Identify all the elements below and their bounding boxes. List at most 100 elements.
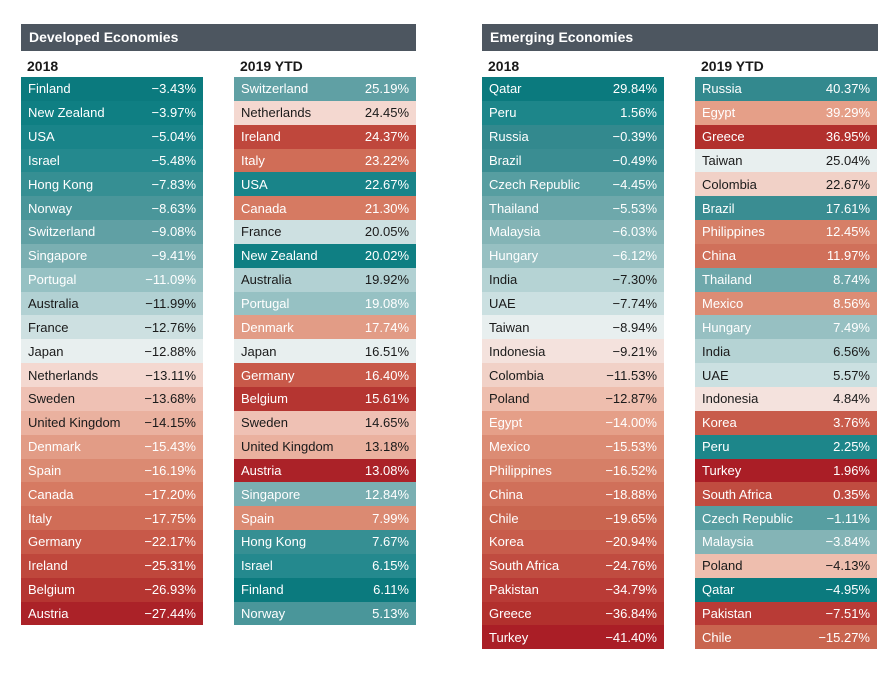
return-value: −0.49%: [612, 152, 657, 168]
table-row: Philippines 12.45%: [695, 220, 877, 244]
country-name: Turkey: [489, 629, 529, 645]
table-row: Israel −5.48%: [21, 148, 203, 173]
country-name: Sweden: [241, 415, 288, 431]
country-name: India: [489, 272, 518, 288]
country-name: Finland: [241, 582, 284, 598]
table-row: Pakistan −7.51%: [695, 601, 877, 626]
table-row: Indonesia 4.84%: [695, 386, 877, 411]
country-name: Egypt: [702, 105, 736, 121]
table-row: Thailand 8.74%: [695, 267, 877, 292]
return-value: 19.08%: [364, 296, 409, 312]
emerging-2019-rows: Russia 40.37% Egypt 39.29% Greece 36.95% Taiwa…: [695, 77, 877, 650]
country-name: China: [489, 486, 523, 502]
developed-economies-panel: Developed Economies 2018 Finland −3.43% Ne…: [21, 24, 416, 626]
table-row: Taiwan 25.04%: [695, 148, 877, 173]
country-name: Pakistan: [702, 605, 752, 621]
table-row: Belgium 15.61%: [234, 386, 416, 411]
table-row: Qatar −4.95%: [695, 577, 877, 602]
return-value: −16.52%: [605, 462, 657, 478]
country-name: South Africa: [489, 558, 560, 574]
return-value: 1.56%: [620, 105, 657, 121]
return-value: 3.76%: [833, 415, 870, 431]
country-name: Taiwan: [702, 152, 743, 168]
country-name: Netherlands: [28, 367, 99, 383]
table-row: Denmark −15.43%: [21, 434, 203, 459]
country-name: Poland: [702, 558, 743, 574]
return-value: −6.03%: [612, 224, 657, 240]
return-value: −5.48%: [151, 152, 196, 168]
table-row: Ireland 24.37%: [234, 124, 416, 149]
table-row: Korea −20.94%: [482, 530, 664, 554]
return-value: −19.65%: [605, 510, 657, 526]
panel-title: Emerging Economies: [482, 24, 878, 51]
return-value: −15.53%: [605, 439, 657, 455]
return-value: 23.22%: [364, 152, 409, 168]
table-row: France −12.76%: [21, 315, 203, 340]
table-row: Taiwan −8.94%: [482, 315, 664, 340]
return-value: 0.35%: [833, 486, 870, 502]
table-row: Germany 16.40%: [234, 363, 416, 387]
return-value: 12.45%: [825, 224, 870, 240]
country-name: Portugal: [241, 296, 290, 312]
country-name: Australia: [241, 272, 292, 288]
country-name: Denmark: [241, 319, 294, 335]
table-row: China 11.97%: [695, 243, 877, 268]
table-row: Pakistan −34.79%: [482, 577, 664, 602]
return-value: −36.84%: [605, 605, 657, 621]
country-name: Poland: [489, 391, 530, 407]
return-value: 36.95%: [825, 129, 870, 145]
country-name: UAE: [489, 296, 516, 312]
return-value: −15.27%: [818, 629, 870, 645]
return-value: −11.99%: [145, 296, 196, 312]
return-value: −1.11%: [826, 510, 871, 526]
country-name: Brazil: [702, 200, 735, 216]
return-value: −14.00%: [605, 415, 657, 431]
table-row: Finland −3.43%: [21, 77, 203, 101]
return-value: −3.84%: [825, 534, 870, 550]
panel-title: Developed Economies: [21, 24, 416, 51]
return-value: −16.19%: [144, 462, 196, 478]
table-row: Denmark 17.74%: [234, 315, 416, 340]
country-name: Thailand: [489, 200, 539, 216]
country-name: Switzerland: [28, 224, 96, 240]
country-name: Mexico: [489, 439, 531, 455]
return-value: 22.67%: [825, 176, 870, 192]
table-row: Brazil 17.61%: [695, 196, 877, 221]
return-value: 2.25%: [833, 439, 870, 455]
emerging-2018-rows: Qatar 29.84% Peru 1.56% Russia −0.39% Brazil −0…: [482, 77, 664, 650]
country-name: Mexico: [702, 296, 744, 312]
emerging-economies-panel: Emerging Economies 2018 Qatar 29.84% Peru 1…: [482, 24, 878, 650]
country-name: Singapore: [241, 486, 301, 502]
return-value: 8.74%: [833, 272, 870, 288]
country-name: Peru: [702, 439, 730, 455]
return-value: 6.15%: [372, 558, 409, 574]
table-row: Philippines −16.52%: [482, 458, 664, 483]
return-value: 11.97%: [826, 248, 870, 264]
country-name: Hungary: [489, 248, 539, 264]
return-value: −26.93%: [144, 582, 196, 598]
country-name: Austria: [241, 462, 282, 478]
table-row: Chile −15.27%: [695, 625, 877, 650]
table-row: Japan −12.88%: [21, 339, 203, 364]
return-value: 22.67%: [364, 176, 409, 192]
return-value: −12.76%: [144, 319, 196, 335]
country-name: Germany: [241, 367, 295, 383]
country-name: Germany: [28, 534, 82, 550]
return-value: 19.92%: [364, 272, 409, 288]
table-row: UAE −7.74%: [482, 291, 664, 316]
table-row: Belgium −26.93%: [21, 577, 203, 602]
country-name: Australia: [28, 296, 79, 312]
country-name: Belgium: [28, 582, 75, 598]
table-row: Mexico 8.56%: [695, 291, 877, 316]
country-name: Russia: [702, 81, 742, 97]
table-row: Brazil −0.49%: [482, 148, 664, 173]
return-value: 5.57%: [833, 367, 870, 383]
country-name: South Africa: [702, 486, 773, 502]
return-value: 39.29%: [825, 105, 870, 121]
table-row: India −7.30%: [482, 267, 664, 292]
return-value: 13.08%: [364, 462, 409, 478]
table-row: Malaysia −3.84%: [695, 530, 877, 554]
country-name: Ireland: [241, 129, 281, 145]
country-name: Hong Kong: [241, 534, 307, 550]
table-row: USA −5.04%: [21, 124, 203, 149]
